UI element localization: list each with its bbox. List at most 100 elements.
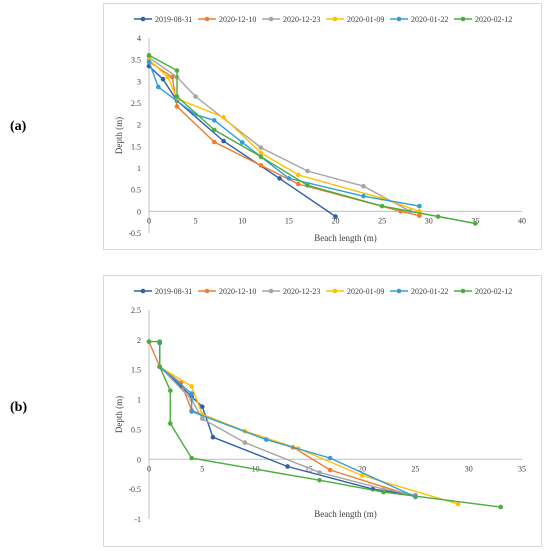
- b-y-tick-label: 0: [137, 455, 141, 464]
- a-data-point: [417, 213, 422, 218]
- b-y-tick-label: 2.5: [131, 306, 141, 315]
- a-y-tick-label: 0.5: [131, 186, 141, 195]
- b-data-point: [199, 404, 205, 410]
- b-data-point: [317, 477, 322, 483]
- b-y-tick-label: 1: [137, 396, 141, 405]
- a-y-tick-label: 0: [137, 207, 141, 216]
- a-legend-label: 2020-02-12: [475, 15, 512, 24]
- a-legend-swatch-marker: [396, 16, 402, 22]
- b-data-point: [189, 391, 194, 396]
- b-data-point: [317, 470, 322, 475]
- b-legend-swatch-marker: [268, 288, 274, 294]
- b-legend-item: 2020-12-23: [262, 287, 320, 296]
- b-legend-swatch-marker: [460, 288, 466, 294]
- a-series-line: [148, 54, 476, 225]
- a-legend-item: 2020-12-10: [198, 15, 256, 24]
- a-x-tick-label: 15: [285, 216, 293, 225]
- a-series-2019-08-31: [146, 63, 338, 219]
- a-data-point: [305, 168, 310, 174]
- b-series-2020-12-10: [146, 339, 418, 500]
- a-x-tick-label: 20: [332, 216, 340, 225]
- b-data-point: [146, 339, 152, 344]
- a-series-2020-02-12: [146, 53, 478, 226]
- b-data-point: [455, 501, 461, 507]
- b-legend-label: 2020-01-09: [347, 287, 384, 296]
- a-y-tick-label: 1: [137, 164, 141, 173]
- a-x-tick-label: 0: [147, 216, 151, 225]
- chart-a: -0.5 0 0.5 1 1.5 2 2.5 3 3.5 4 0 5 10 15 20 25 30 35 40 Bea…: [103, 3, 542, 250]
- a-data-point: [174, 94, 180, 99]
- a-legend-label: 2020-12-10: [219, 15, 256, 24]
- b-legend-item: 2020-01-09: [326, 287, 384, 296]
- b-legend-label: 2020-12-23: [283, 287, 320, 296]
- b-legend-item: 2019-08-31: [134, 287, 192, 296]
- a-data-point: [417, 203, 422, 209]
- b-y-tick-label: 1.5: [131, 366, 141, 375]
- b-x-tick-label: 30: [465, 464, 473, 473]
- a-data-point: [211, 118, 217, 123]
- a-y-tick-label: 4: [137, 34, 141, 43]
- a-x-tick-label: 5: [194, 216, 198, 225]
- b-legend-label: 2020-12-10: [219, 287, 256, 296]
- b-x-tick-label: 0: [147, 464, 151, 473]
- b-data-point: [498, 504, 503, 510]
- a-y-tick-label: 2: [137, 121, 141, 130]
- b-legend-swatch-marker: [332, 288, 338, 294]
- a-x-axis-title: Beach length (m): [314, 233, 376, 243]
- b-data-point: [263, 437, 269, 442]
- a-data-point: [146, 53, 152, 58]
- a-legend-swatch-marker: [140, 16, 146, 22]
- a-data-point: [170, 74, 175, 80]
- b-data-point: [210, 434, 216, 440]
- b-series-line: [149, 340, 501, 508]
- b-x-tick-label: 25: [411, 464, 419, 473]
- b-legend-item: 2020-01-22: [390, 287, 448, 296]
- b-x-tick-label: 20: [358, 464, 366, 473]
- b-y-tick-label: -1: [134, 515, 141, 524]
- a-data-point: [221, 115, 226, 120]
- b-x-tick-label: 35: [518, 464, 526, 473]
- b-y-axis-title: Depth (m): [114, 396, 124, 433]
- a-x-tick-label: 35: [471, 216, 479, 225]
- a-legend-label: 2020-12-23: [283, 15, 320, 24]
- b-legend-label: 2020-02-12: [475, 287, 512, 296]
- a-data-point: [146, 59, 152, 65]
- b-legend-item: 2020-12-10: [198, 287, 256, 296]
- a-legend-swatch-marker: [204, 16, 210, 22]
- a-series-2020-12-23: [146, 55, 413, 214]
- b-data-point: [285, 464, 290, 469]
- b-series-2020-01-09: [157, 364, 461, 507]
- b-series-line: [159, 341, 416, 498]
- a-legend-item: 2020-12-23: [262, 15, 320, 24]
- a-series-line: [148, 61, 420, 207]
- a-data-point: [379, 203, 385, 209]
- a-series-line: [148, 65, 336, 218]
- b-data-point: [199, 416, 205, 421]
- panel-label-a: (a): [10, 119, 27, 134]
- a-data-point: [258, 145, 264, 150]
- b-series-line: [159, 342, 416, 496]
- b-data-point: [327, 455, 333, 461]
- a-legend-swatch-marker: [460, 16, 466, 22]
- a-y-tick-label: 3.5: [131, 56, 141, 65]
- a-y-tick-label: -0.5: [128, 229, 141, 238]
- b-data-point: [359, 473, 365, 478]
- panel-label-b: (b): [10, 400, 28, 415]
- b-y-tick-label: 0.5: [131, 425, 141, 434]
- a-y-tick-label: 1.5: [131, 142, 141, 151]
- a-x-tick-label: 10: [238, 216, 246, 225]
- b-data-point: [157, 364, 162, 370]
- a-legend-swatch-marker: [332, 16, 338, 22]
- b-data-point: [157, 339, 162, 344]
- b-legend-swatch-marker: [140, 288, 146, 294]
- b-legend-swatch-marker: [396, 288, 402, 294]
- a-data-point: [286, 176, 292, 181]
- a-data-point: [211, 127, 217, 133]
- b-legend-label: 2019-08-31: [155, 287, 192, 296]
- b-data-point: [381, 489, 386, 495]
- b-data-point: [189, 409, 194, 414]
- a-legend-item: 2020-02-12: [454, 15, 512, 24]
- a-data-point: [295, 181, 301, 187]
- b-x-axis-title: Beach length (m): [314, 509, 376, 519]
- a-data-point: [239, 140, 245, 145]
